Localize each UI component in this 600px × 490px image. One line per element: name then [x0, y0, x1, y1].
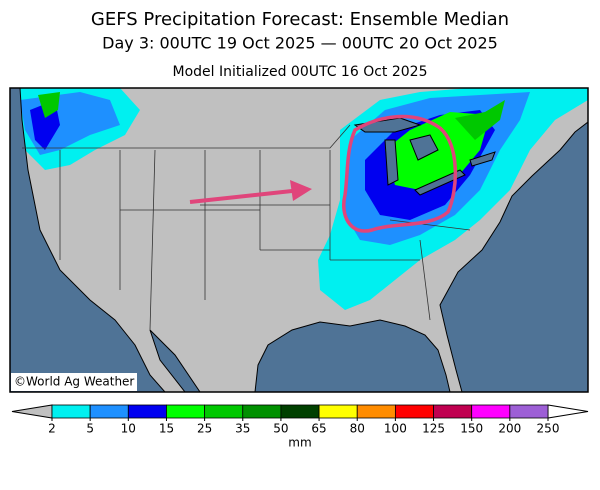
colorbar-tick-label: 200: [498, 422, 521, 436]
colorbar-segment: [471, 404, 511, 419]
colorbar-segment: [394, 404, 434, 419]
map-frame: [9, 87, 589, 393]
colorbar-under: [11, 404, 53, 419]
colorbar-tick-label: 10: [121, 422, 136, 436]
colorbar-segment: [242, 404, 282, 419]
map: ©World Ag Weather: [9, 87, 589, 393]
colorbar: 2 5 10 15 25 35 50 65 80 100 125 150 200 250: [11, 404, 589, 436]
colorbar-segment: [127, 404, 167, 419]
colorbar-tick-label: 35: [235, 422, 250, 436]
title: GEFS Precipitation Forecast: Ensemble Me…: [91, 9, 509, 30]
colorbar-segment: [356, 404, 396, 419]
colorbar-tick-label: 125: [422, 422, 445, 436]
colorbar-segment: [204, 404, 244, 419]
colorbar-tick-label: 250: [537, 422, 560, 436]
colorbar-unit: mm: [288, 436, 311, 450]
colorbar-tick-label: 80: [350, 422, 365, 436]
colorbar-over: [547, 404, 589, 419]
colorbar-segment: [509, 404, 549, 419]
colorbar-tick-label: 2: [48, 422, 56, 436]
precip-area: [38, 92, 60, 118]
colorbar-tick-label: 65: [311, 422, 326, 436]
ocean: [10, 88, 166, 392]
initialized: Model Initialized 00UTC 16 Oct 2025: [173, 64, 428, 80]
lake: [353, 117, 496, 196]
colorbar-tick-label: 100: [384, 422, 407, 436]
ocean: [439, 121, 588, 392]
colorbar-tick-label: 25: [197, 422, 212, 436]
colorbar-tick-label: 150: [460, 422, 483, 436]
colorbar-tick-label: 50: [273, 422, 288, 436]
colorbar-tick-label: 5: [86, 422, 94, 436]
colorbar-segment: [280, 404, 320, 419]
arrow: [189, 189, 293, 204]
credit-box: [11, 373, 137, 391]
colorbar-segment: [318, 404, 358, 419]
colorbar-segment: [166, 404, 206, 419]
precip-area: [455, 100, 505, 140]
colorbar-tick-label: 15: [159, 422, 174, 436]
highlight-loop: [342, 114, 458, 233]
border: [22, 124, 471, 331]
precip-area: [385, 112, 490, 190]
subtitle: Day 3: 00UTC 19 Oct 2025 — 00UTC 20 Oct …: [102, 34, 498, 53]
arrow-head: [290, 180, 312, 201]
credit: ©World Ag Weather: [14, 375, 134, 389]
ocean: [254, 319, 451, 392]
colorbar-segment: [433, 404, 473, 419]
ocean: [149, 329, 201, 392]
colorbar-segment: [89, 404, 129, 419]
colorbar-segment: [51, 404, 91, 419]
